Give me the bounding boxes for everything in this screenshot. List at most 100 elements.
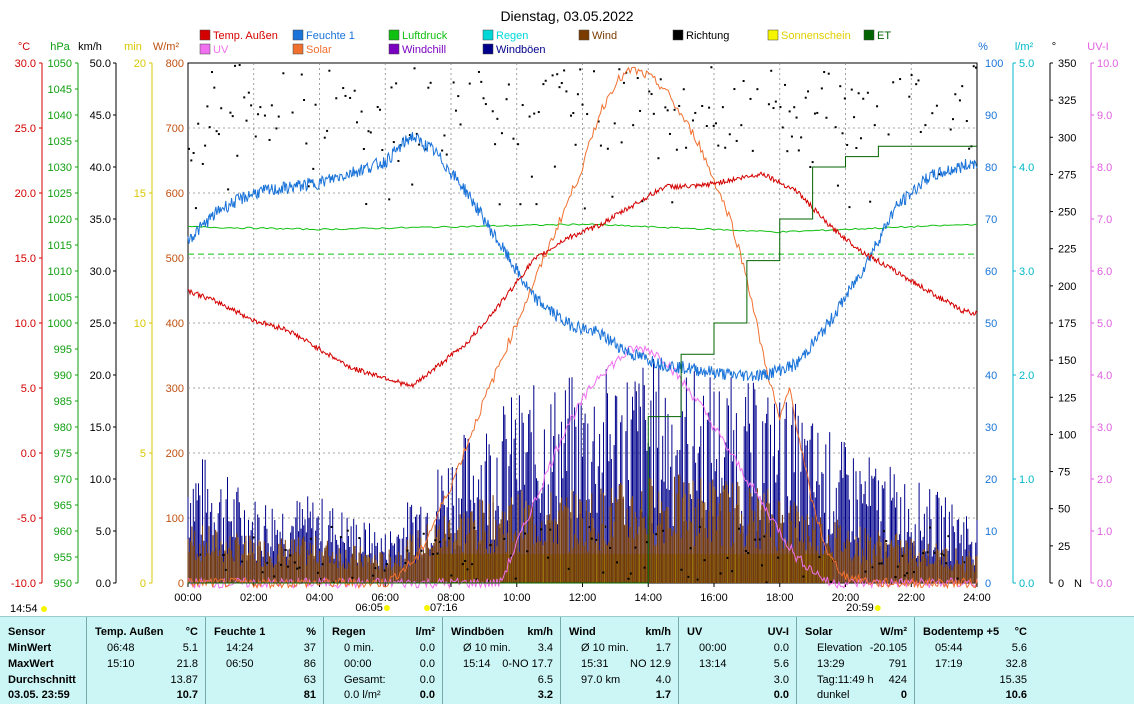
direction-dot [517,143,520,146]
sunset-time: 20:59 [846,602,874,614]
direction-dot [958,99,961,102]
axis-tick-label: 10.0 [1097,58,1118,70]
direction-dot [779,105,782,108]
direction-dot [429,81,432,84]
direction-dot [445,153,448,156]
axis-tick-label: 50 [985,318,997,330]
axis-tick-label: 1015 [48,240,72,252]
direction-dot [397,159,400,162]
axis-tick-label: 980 [54,422,72,434]
direction-dot [273,575,276,578]
axis-tick-label: 4.0 [1097,370,1112,382]
direction-dot [194,207,197,210]
time-tick-label: 20:00 [832,592,860,604]
direction-dot [945,562,948,565]
axis-tick-label: 200 [1058,281,1076,293]
summary-col-unit: km/h [527,626,553,638]
axis-tick-label: 3.0 [1019,266,1034,278]
direction-dot [326,129,329,132]
summary-cell-value: 1.7 [655,689,671,701]
direction-dot [901,554,904,557]
direction-dot [627,577,630,580]
time-tick-label: 18:00 [766,592,794,604]
direction-dot [431,553,434,556]
direction-dot [657,157,660,160]
direction-dot [284,549,287,552]
direction-dot [703,559,706,562]
direction-dot [441,149,444,152]
axis-tick-label: 325 [1058,95,1076,107]
direction-dot [597,120,600,123]
axis-tick-label: 200 [166,448,184,460]
summary-col-unit: % [306,626,316,638]
direction-dot [873,124,876,127]
summary-cell-value: 13.87 [170,674,198,686]
direction-dot [931,112,934,115]
direction-dot [719,572,722,575]
direction-dot [365,203,368,206]
direction-dot [807,90,810,93]
direction-dot [675,148,678,151]
summary-cell-label: 0 min. [344,642,374,654]
axis-suffix: N [1074,578,1082,590]
direction-dot [802,575,805,578]
direction-dot [404,562,407,565]
direction-dot [717,144,720,147]
axis-tick-label: 100 [985,58,1003,70]
direction-dot [622,81,625,84]
direction-dot [609,546,612,549]
direction-dot [240,560,243,563]
axis-tick-label: 995 [54,344,72,356]
axis-tick-label: -5.0 [17,513,36,525]
direction-dot [880,562,883,565]
direction-dot [869,200,872,203]
direction-dot [422,532,425,535]
direction-dot [687,575,690,578]
direction-dot [744,549,747,552]
summary-col-unit: UV-I [767,626,789,638]
direction-dot [224,568,227,571]
direction-dot [763,535,766,538]
direction-dot [793,106,796,109]
direction-dot [291,111,294,114]
direction-dot [383,569,386,572]
direction-dot [855,146,858,149]
direction-dot [526,550,529,553]
legend-swatch [388,29,400,41]
direction-dot [466,568,469,571]
axis-tick-label: 8.0 [1097,162,1112,174]
direction-dot [475,578,478,581]
direction-dot [358,537,361,540]
direction-dot [360,110,363,113]
axis-tick-label: 975 [54,448,72,460]
summary-row-label: MinWert [8,642,52,654]
direction-dot [537,111,540,114]
direction-dot [639,109,642,112]
direction-dot [862,97,865,100]
direction-dot [477,70,480,73]
axis-tick-label: 225 [1058,244,1076,256]
direction-dot [648,90,651,93]
direction-dot [724,146,727,149]
direction-dot [514,577,517,580]
direction-dot [323,136,326,139]
axis-tick-label: 25.0 [15,123,36,135]
direction-dot [926,551,929,554]
direction-dot [192,151,195,154]
axis-tick-label: 75 [1058,467,1070,479]
axis-tick-label: 4.0 [1019,162,1034,174]
summary-cell-value: 5.1 [182,642,198,654]
direction-dot [443,134,446,137]
axis-tick-label: 700 [166,123,184,135]
direction-dot [411,183,414,186]
direction-dot [491,110,494,113]
direction-dot [595,538,598,541]
direction-dot [593,70,596,73]
direction-dot [797,149,800,152]
summary-cell-value: 3.4 [537,642,553,654]
direction-dot [512,137,515,140]
direction-dot [876,105,879,108]
summary-cell-label: 06:48 [107,642,135,654]
direction-dot [586,113,589,116]
direction-dot [574,143,577,146]
